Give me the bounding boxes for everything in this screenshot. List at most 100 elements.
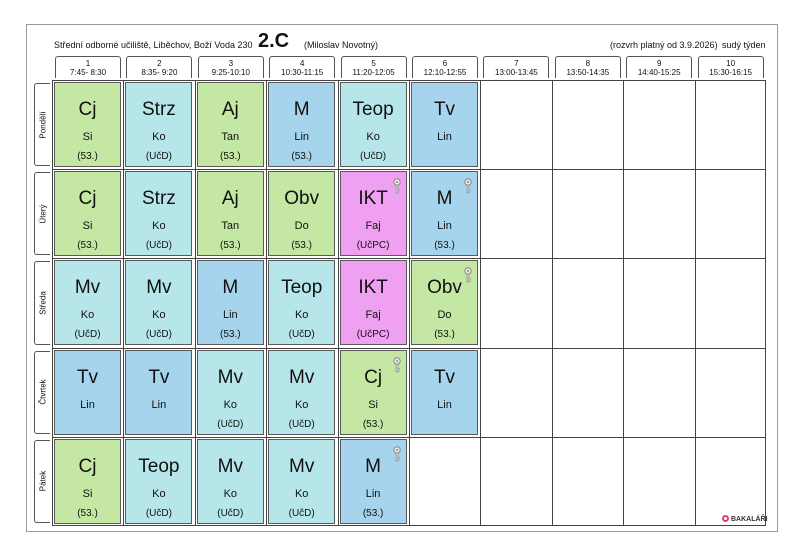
period-number: 1 (85, 59, 91, 68)
teacher-abbr: Lin (437, 398, 452, 411)
subject-abbr: Obv (284, 188, 320, 210)
teacher-abbr: Ko (294, 309, 309, 322)
day-label-0: Pondělí (34, 83, 50, 167)
class-teacher: (Miloslav Novotný) (304, 40, 379, 50)
teacher-abbr: Tan (221, 131, 240, 143)
grid-row-line (52, 169, 766, 171)
teacher-abbr: Lin (80, 398, 95, 411)
grid-row-line (52, 347, 766, 349)
lesson-cell[interactable]: Teop Ko (UčD) (125, 438, 193, 524)
logo-icon (722, 515, 729, 522)
subject-abbr: Aj (221, 188, 239, 210)
lesson-cell[interactable]: M Lin (53.) (196, 260, 264, 346)
day-label-3: Čtvrtek (34, 350, 50, 434)
lesson-cell[interactable]: Tv Lin (411, 82, 478, 167)
week-type: sudý týden (722, 40, 766, 50)
timetable-sheet (26, 24, 778, 532)
teacher-abbr: Faj (365, 220, 381, 233)
subject-abbr: M (222, 277, 239, 299)
period-number: 8 (585, 59, 591, 68)
lesson-cell[interactable]: Aj Tan (53.) (196, 82, 264, 167)
grid-row-line (52, 436, 766, 438)
subject-abbr: Mv (289, 366, 315, 388)
key-icon (392, 178, 402, 194)
grid-column-line (480, 80, 482, 526)
subject-abbr: Teop (138, 455, 180, 477)
room-label: (53.) (434, 329, 455, 341)
teacher-abbr: Si (82, 487, 93, 500)
subject-abbr: M (293, 99, 310, 120)
lesson-cell[interactable]: IKT Faj (UčPC) (339, 260, 407, 346)
teacher-abbr: Faj (365, 309, 381, 322)
lesson-cell[interactable]: Tv Lin (54, 349, 121, 435)
lesson-cell[interactable]: Strz Ko (UčD) (125, 82, 193, 167)
grid-column-line (623, 80, 625, 526)
subject-abbr: Aj (221, 99, 239, 120)
lesson-cell[interactable]: Strz Ko (UčD) (125, 171, 193, 257)
teacher-abbr: Ko (80, 309, 95, 322)
teacher-abbr: Si (82, 220, 93, 233)
valid-from: (rozvrh platný od 3.9.2026) (610, 40, 718, 50)
period-number: 2 (157, 59, 162, 68)
period-time: 9:25-10:10 (211, 68, 250, 77)
subject-abbr: Obv (427, 277, 462, 299)
period-time: 14:40-15:25 (637, 68, 681, 77)
teacher-abbr: Ko (152, 309, 166, 322)
lesson-cell[interactable]: Obv Do (53.) (411, 260, 478, 346)
period-number: 7 (514, 59, 519, 68)
period-time: 13:50-14:35 (566, 68, 610, 77)
subject-abbr: Cj (78, 188, 97, 210)
day-name: Pátek (38, 471, 47, 492)
period-header-4: 4 10:30-11:15 (269, 56, 336, 78)
period-time: 8:35- 9:20 (141, 68, 178, 77)
lesson-cell[interactable]: Teop Ko (UčD) (339, 82, 407, 167)
lesson-cell[interactable]: M Lin (53.) (339, 438, 407, 524)
lesson-cell[interactable]: Mv Ko (UčD) (54, 260, 121, 346)
subject-abbr: Strz (142, 99, 176, 120)
lesson-cell[interactable]: Mv Ko (UčD) (125, 260, 193, 346)
key-icon (392, 446, 402, 462)
bakalari-logo: BAKALÁŘI (722, 515, 768, 523)
lesson-cell[interactable]: M Lin (53.) (268, 82, 336, 167)
lesson-cell[interactable]: Mv Ko (UčD) (268, 349, 336, 435)
day-name: Úterý (38, 204, 47, 224)
period-number: 3 (228, 59, 234, 68)
period-number: 5 (371, 59, 376, 68)
lesson-cell[interactable]: Cj Si (53.) (339, 349, 407, 435)
lesson-cell[interactable]: M Lin (53.) (411, 171, 478, 257)
subject-abbr: Tv (433, 366, 456, 388)
period-time: 15:30-16:15 (709, 68, 752, 77)
room-label: (UčD) (145, 329, 172, 341)
period-number: 9 (656, 59, 662, 68)
room-label: (53.) (362, 507, 384, 519)
grid-column-line (123, 80, 125, 526)
lesson-cell[interactable]: Mv Ko (UčD) (196, 438, 264, 524)
room-label: (UčD) (288, 329, 315, 341)
teacher-abbr: Lin (437, 220, 452, 233)
teacher-abbr: Ko (223, 398, 238, 411)
room-label: (UčD) (145, 240, 172, 252)
grid-row-line (52, 258, 766, 260)
lesson-cell[interactable]: Obv Do (53.) (268, 171, 336, 257)
day-label-4: Pátek (34, 439, 50, 523)
lesson-cell[interactable]: Mv Ko (UčD) (268, 438, 336, 524)
teacher-abbr: Lin (222, 309, 238, 322)
period-header-6: 6 12:10-12:55 (412, 56, 478, 78)
lesson-cell[interactable]: Aj Tan (53.) (196, 171, 264, 257)
teacher-abbr: Ko (294, 398, 309, 411)
period-time: 11:20-12:05 (352, 68, 395, 77)
lesson-cell[interactable]: Cj Si (53.) (54, 438, 121, 524)
lesson-cell[interactable]: Teop Ko (UčD) (268, 260, 336, 346)
subject-abbr: Mv (217, 366, 243, 388)
lesson-cell[interactable]: IKT Faj (UčPC) (339, 171, 407, 257)
subject-abbr: IKT (358, 188, 388, 210)
teacher-abbr: Ko (152, 131, 166, 143)
lesson-cell[interactable]: Cj Si (53.) (54, 171, 121, 257)
day-label-2: Středa (34, 261, 50, 345)
lesson-cell[interactable]: Tv Lin (125, 349, 193, 435)
subject-abbr: Strz (142, 188, 176, 210)
lesson-cell[interactable]: Cj Si (53.) (54, 82, 121, 167)
lesson-cell[interactable]: Mv Ko (UčD) (196, 349, 264, 435)
lesson-cell[interactable]: Tv Lin (411, 349, 478, 435)
period-header-7: 7 13:00-13:45 (483, 56, 550, 78)
